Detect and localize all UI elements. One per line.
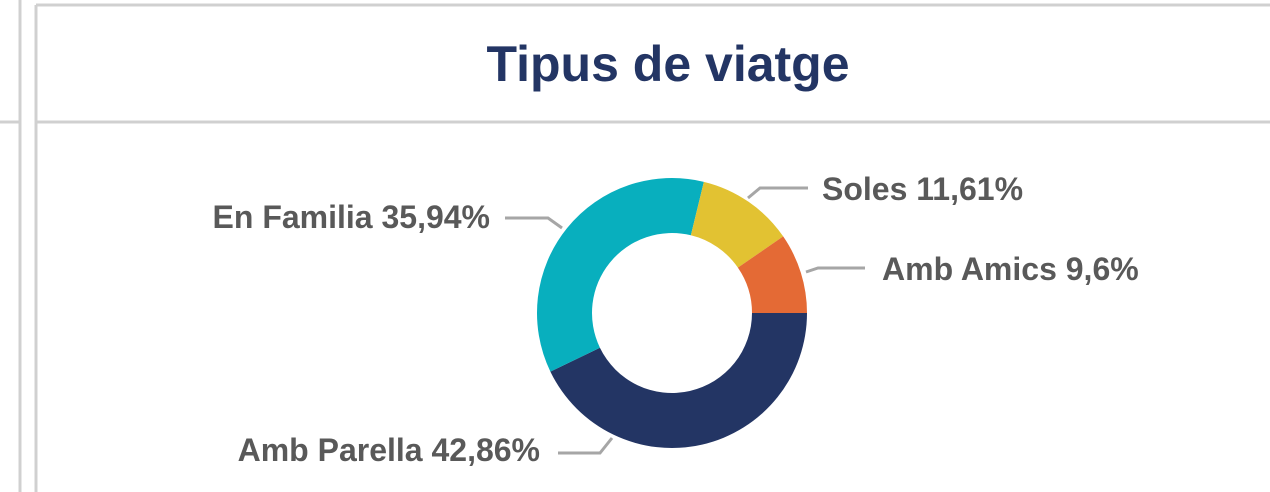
leader-line — [505, 216, 563, 230]
leader-line — [805, 266, 865, 274]
donut-segment — [737, 236, 807, 313]
leader-line — [747, 186, 808, 200]
label-category: En Familia — [213, 199, 373, 235]
donut-segment — [550, 313, 807, 449]
label-value: 35,94% — [381, 199, 490, 235]
data-label: Soles 11,61% — [822, 171, 1023, 207]
data-label: Amb Amics 9,6% — [882, 251, 1139, 287]
donut-segment — [536, 177, 704, 372]
leader-line — [558, 437, 614, 455]
label-value: 42,86% — [431, 432, 540, 468]
donut-segment — [690, 181, 784, 268]
data-label: Amb Parella 42,86% — [238, 432, 540, 468]
label-value: 9,6% — [1066, 251, 1139, 287]
chart-title: Tipus de viatge — [486, 36, 849, 92]
label-category: Amb Parella — [238, 432, 423, 468]
label-category: Amb Amics — [882, 251, 1057, 287]
label-value: 11,61% — [916, 171, 1023, 207]
data-label: En Familia 35,94% — [213, 199, 490, 235]
label-category: Soles — [822, 171, 907, 207]
